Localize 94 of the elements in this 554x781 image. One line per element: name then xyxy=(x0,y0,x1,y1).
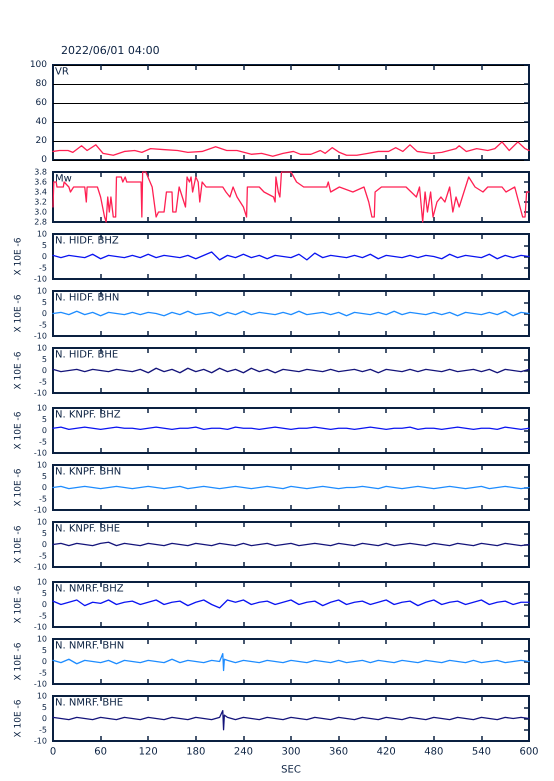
y-tick-label: -10 xyxy=(34,622,47,632)
chart-title: N. HIDF. BHN xyxy=(55,292,120,304)
y-tick-label: 20 xyxy=(36,136,48,146)
chart-title: N. NMRF. BHZ xyxy=(55,584,124,594)
y-tick-label: -5 xyxy=(39,377,47,386)
y-tick-label: 0 xyxy=(41,155,48,165)
y-tick-label: -10 xyxy=(34,332,47,340)
chart-title: Mw xyxy=(55,174,72,184)
y-axis-title: X 10E -6 xyxy=(14,699,24,738)
chart-title: N. NMRF. BHE xyxy=(55,698,124,708)
y-tick-label: 40 xyxy=(36,117,48,127)
y-tick-label: -10 xyxy=(34,274,47,284)
y-tick-label: 10 xyxy=(36,404,47,412)
y-tick-label: 0 xyxy=(42,714,47,723)
y-tick-label: -5 xyxy=(39,611,47,620)
y-tick-label: 3.6 xyxy=(34,178,47,186)
y-tick-label: -10 xyxy=(34,448,47,458)
x-tick-label: 60 xyxy=(94,746,107,758)
x-tick-label: 240 xyxy=(234,746,253,758)
y-tick-label: -10 xyxy=(34,736,47,746)
text: 2022/06/01 04:00 xyxy=(61,44,160,57)
y-tick-label: 80 xyxy=(36,79,48,89)
y-tick-label: -5 xyxy=(39,320,47,330)
line-series xyxy=(52,141,530,157)
y-tick-label: 5 xyxy=(42,528,47,538)
y-tick-label: -10 xyxy=(34,562,47,572)
y-axis-title: X 10E -6 xyxy=(14,642,24,680)
y-tick-label: -5 xyxy=(39,263,47,272)
chart-title: VR xyxy=(55,66,69,78)
y-tick-label: 3.2 xyxy=(34,198,47,206)
x-tick-label: 420 xyxy=(376,746,396,758)
chart-title: N. KNPF. BHN xyxy=(55,466,122,478)
chart-title: N. NMRF. BHN xyxy=(55,640,124,652)
x-tick-label: 540 xyxy=(472,746,491,758)
x-tick-label: 300 xyxy=(281,746,301,758)
y-axis-title: X 10E -6 xyxy=(14,237,24,276)
line-series xyxy=(52,710,530,730)
x-tick-label: 120 xyxy=(138,746,158,758)
y-tick-label: -10 xyxy=(34,388,47,398)
y-tick-label: -10 xyxy=(34,680,47,688)
y-tick-label: 3.4 xyxy=(34,188,47,196)
line-series xyxy=(52,599,530,609)
y-axis-title: X 10E -6 xyxy=(14,525,24,564)
y-tick-label: 0 xyxy=(42,426,47,435)
y-tick-label: 10 xyxy=(36,286,47,296)
y-tick-label: 10 xyxy=(36,518,47,526)
x-tick-label: 180 xyxy=(186,746,206,758)
y-axis-title: X 10E -6 xyxy=(14,411,24,450)
y-tick-label: 0 xyxy=(42,540,47,549)
x-tick-label: 480 xyxy=(424,746,444,758)
y-tick-label: 0 xyxy=(42,366,47,375)
y-tick-label: -5 xyxy=(39,437,47,446)
y-tick-label: 10 xyxy=(36,578,47,586)
y-tick-label: 5 xyxy=(42,240,47,250)
y-axis-title: X 10E -6 xyxy=(14,294,24,332)
y-tick-label: 5 xyxy=(42,646,47,655)
y-tick-label: 0 xyxy=(42,309,47,318)
y-tick-label: 5 xyxy=(42,702,47,712)
y-tick-label: 0 xyxy=(42,600,47,609)
y-tick-label: 5 xyxy=(42,472,47,481)
y-axis-title: X 10E -6 xyxy=(14,585,24,624)
y-tick-label: 60 xyxy=(36,98,48,108)
y-axis-title: X 10E -6 xyxy=(14,351,24,390)
y-tick-label: 10 xyxy=(36,692,47,700)
y-tick-label: 0 xyxy=(42,252,47,261)
chart-title: N. HIDF. BHZ xyxy=(55,236,119,246)
x-tick-label: 600 xyxy=(519,746,539,758)
y-tick-label: -5 xyxy=(39,725,47,734)
y-tick-label: -10 xyxy=(34,506,47,514)
y-tick-label: 5 xyxy=(42,414,47,424)
y-tick-label: 5 xyxy=(42,298,47,307)
y-tick-label: -5 xyxy=(39,668,47,678)
y-tick-label: 10 xyxy=(36,344,47,352)
y-tick-label: 3.8 xyxy=(34,168,47,176)
y-tick-label: 0 xyxy=(42,657,47,666)
line-series xyxy=(52,652,530,672)
y-tick-label: 5 xyxy=(42,354,47,364)
line-series xyxy=(52,251,530,261)
line-series xyxy=(52,171,530,223)
y-tick-label: 10 xyxy=(36,634,47,644)
y-tick-label: 5 xyxy=(42,588,47,598)
y-tick-label: 3.0 xyxy=(34,208,47,216)
y-tick-label: 10 xyxy=(36,460,47,470)
y-tick-label: 2.8 xyxy=(34,218,47,226)
y-tick-label: 0 xyxy=(42,483,47,492)
x-tick-label: 0 xyxy=(50,746,56,758)
y-axis-title: X 10E -6 xyxy=(14,468,24,506)
y-tick-label: -5 xyxy=(39,551,47,560)
x-tick-label: 360 xyxy=(329,746,348,758)
y-tick-label: -5 xyxy=(39,494,47,504)
y-tick-label: 10 xyxy=(36,230,47,238)
chart-title: N. HIDF. BHE xyxy=(55,350,118,360)
y-tick-label: 100 xyxy=(30,60,48,70)
x-axis-title: SEC xyxy=(281,764,301,776)
